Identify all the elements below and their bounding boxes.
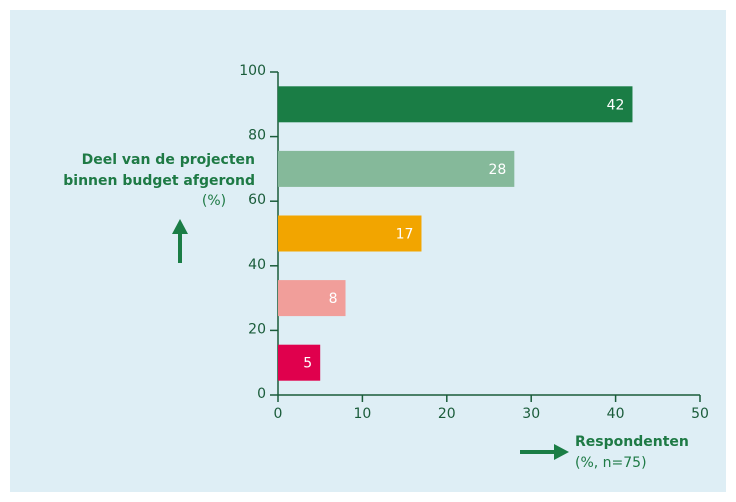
bar	[278, 344, 321, 381]
right-arrow	[520, 444, 569, 460]
value-label: 5	[303, 356, 312, 372]
y-axis-label: (%)	[202, 193, 226, 209]
x-tick-label: 10	[353, 406, 371, 422]
x-tick-label: 50	[691, 406, 709, 422]
value-label: 42	[607, 97, 625, 113]
y-axis-label: binnen budget afgerond	[63, 173, 255, 189]
value-label: 28	[488, 162, 506, 178]
bar	[278, 280, 346, 317]
x-tick-label: 30	[522, 406, 540, 422]
value-label: 8	[329, 291, 338, 307]
y-tick-label: 60	[248, 192, 266, 208]
x-axis-label: (%, n=75)	[575, 455, 647, 471]
y-tick-label: 80	[248, 128, 266, 144]
y-tick-label: 100	[239, 63, 266, 79]
y-tick-label: 20	[248, 321, 266, 337]
x-axis-label: Respondenten	[575, 434, 689, 450]
bar	[278, 215, 422, 252]
x-tick-label: 0	[274, 406, 283, 422]
y-tick-label: 40	[248, 257, 266, 273]
up-arrow	[172, 219, 188, 263]
bar	[278, 86, 633, 123]
x-tick-label: 40	[607, 406, 625, 422]
bar	[278, 150, 515, 187]
x-tick-label: 20	[438, 406, 456, 422]
y-tick-label: 0	[257, 386, 266, 402]
value-label: 17	[396, 227, 414, 243]
y-axis-label: Deel van de projecten	[82, 152, 255, 168]
